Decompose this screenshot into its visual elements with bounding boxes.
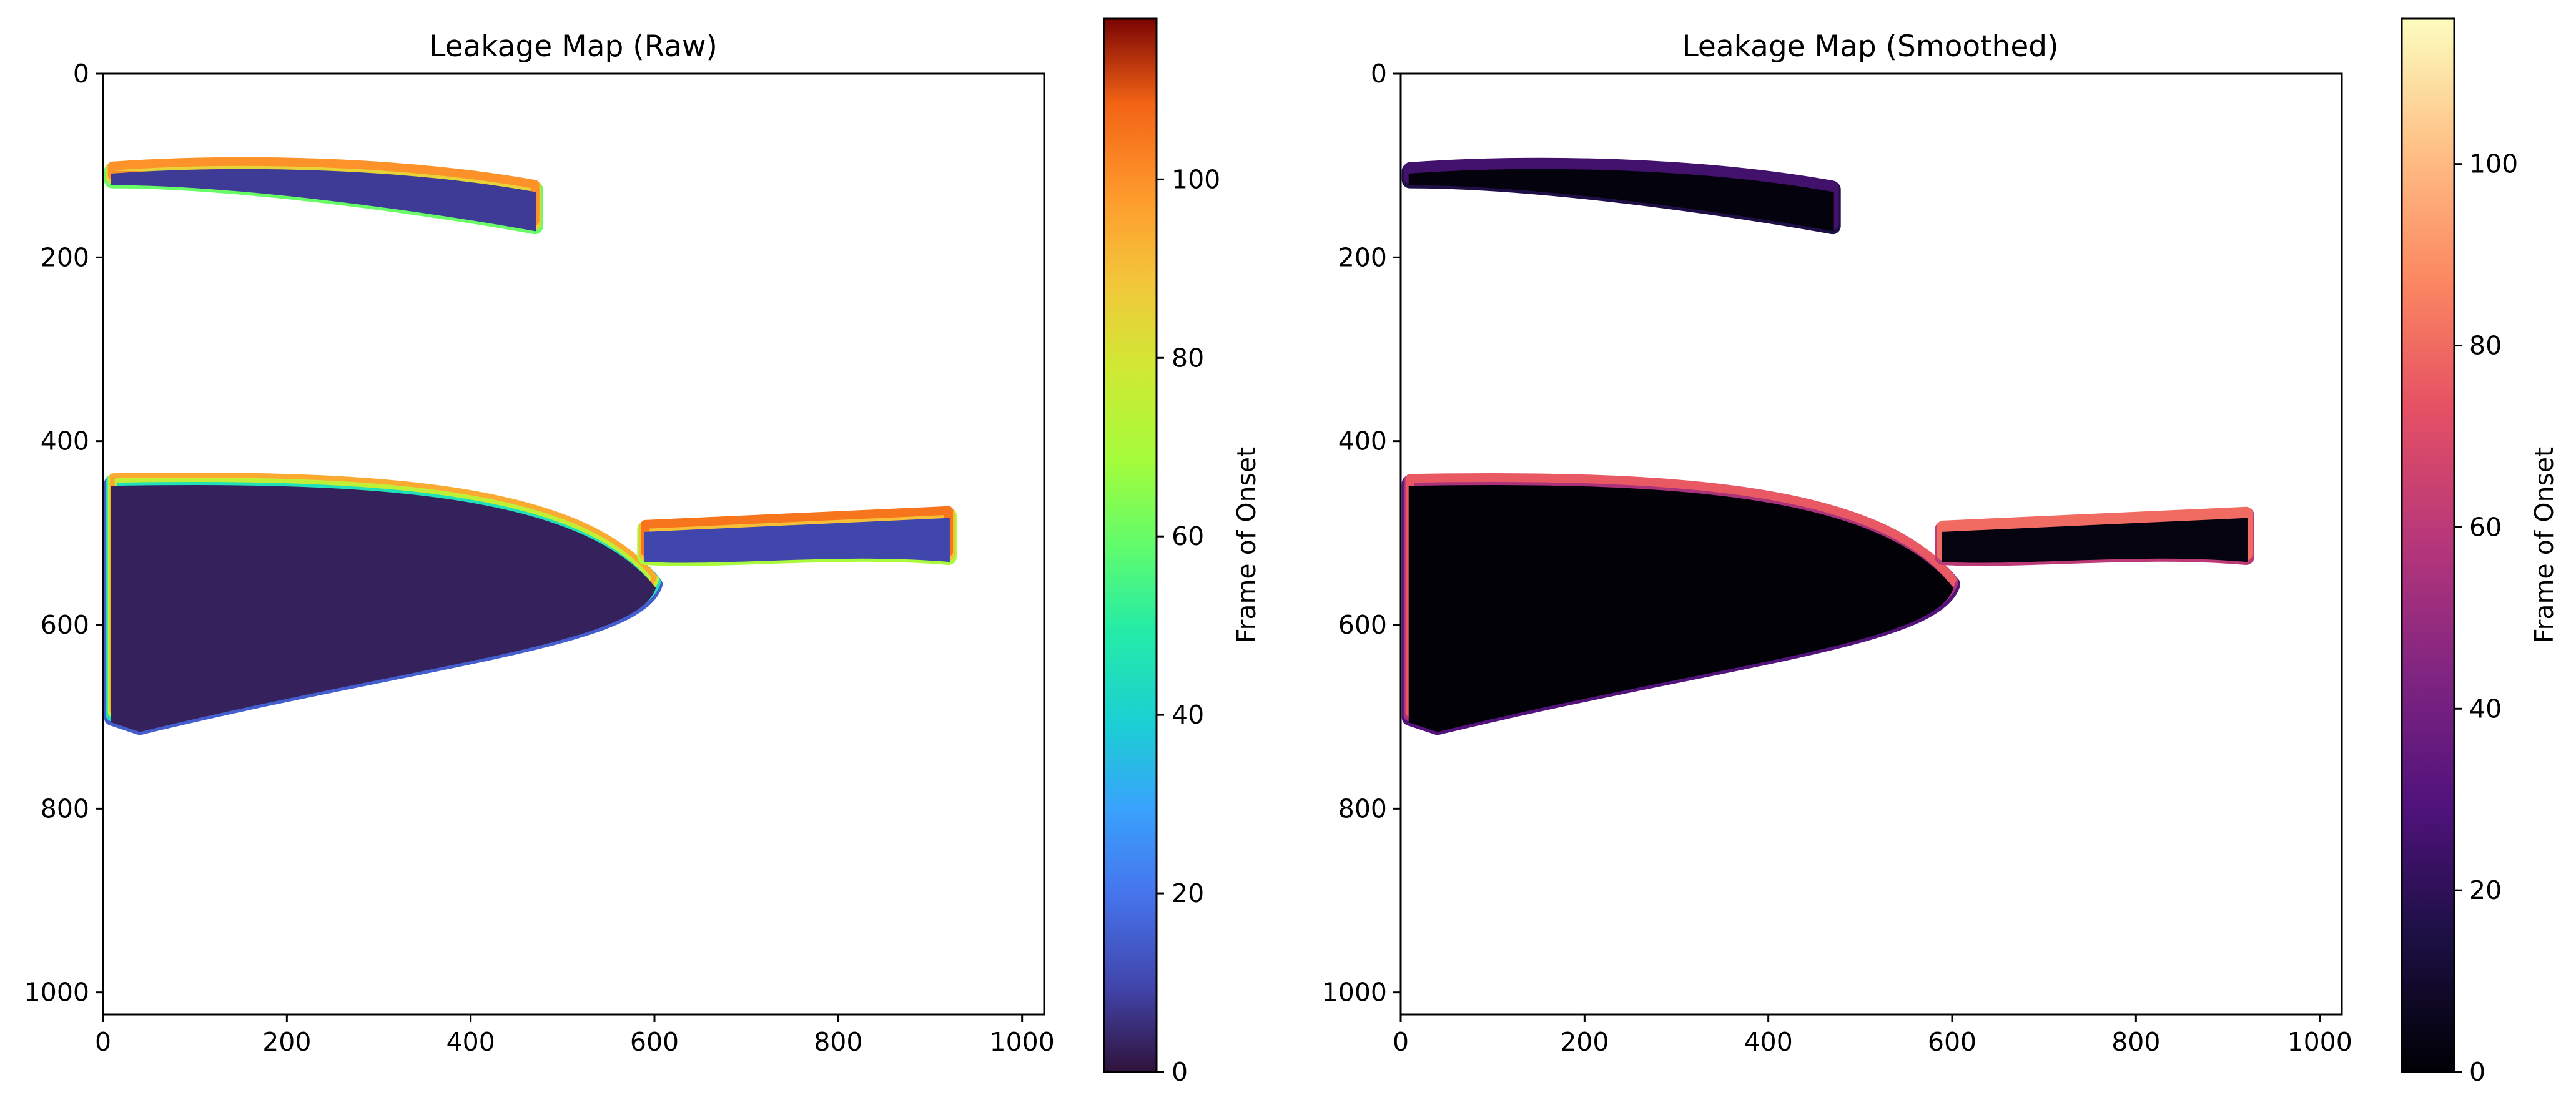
raw-y-tick-label: 1000: [24, 978, 89, 1008]
smoothed-x-tick-label: 0: [1393, 1027, 1409, 1057]
smoothed-map-panel: Leakage Map (Smoothed) 0 200 400 600 800 1000…: [1322, 17, 2559, 1087]
raw-x-tick-label: 800: [814, 1027, 862, 1057]
raw-map-image: [104, 157, 957, 735]
raw-tail-streak-body: [644, 518, 950, 563]
raw-x-tick-label: 600: [630, 1027, 679, 1057]
raw-colorbar-tick-label: 20: [1172, 878, 1204, 908]
raw-main-plume-body: [111, 485, 656, 732]
raw-colorbar-label: Frame of Onset: [1231, 447, 1261, 643]
smoothed-colorbar-label: Frame of Onset: [2529, 447, 2559, 643]
raw-colorbar-tick-label: 100: [1172, 164, 1220, 194]
raw-map-panel: Leakage Map (Raw) 0 200 400 600 800 1000 0200…: [24, 17, 1261, 1087]
smoothed-colorbar-tick-label: 60: [2469, 512, 2502, 542]
raw-map-title: Leakage Map (Raw): [429, 29, 718, 64]
raw-upper-streak-body: [111, 169, 536, 232]
smoothed-y-tick-label: 0: [1371, 59, 1387, 89]
raw-x-tick-label: 0: [95, 1027, 111, 1057]
smoothed-x-tick-label: 400: [1744, 1027, 1793, 1057]
smoothed-map-title: Leakage Map (Smoothed): [1682, 29, 2059, 64]
smoothed-map-y-ticks: 0 200 400 600 800 1000: [1322, 59, 1401, 1008]
smoothed-y-tick-label: 800: [1338, 793, 1387, 823]
raw-region-tail-streak: [637, 506, 957, 566]
smoothed-upper-streak-body: [1408, 169, 1834, 232]
raw-colorbar-tick-label: 80: [1172, 343, 1204, 373]
smoothed-y-tick-label: 600: [1338, 610, 1387, 640]
raw-colorbar-ticks: 0 20 40 60 80 100: [1157, 164, 1220, 1087]
smoothed-map-x-ticks: 0 200 400 600 800 1000: [1393, 1014, 2352, 1057]
smoothed-colorbar-tick-label: 0: [2469, 1057, 2485, 1087]
raw-map-y-ticks: 0 200 400 600 800 1000: [24, 59, 103, 1008]
raw-colorbar-tick-label: 40: [1172, 700, 1204, 730]
raw-colorbar-tick-label: 60: [1172, 521, 1204, 551]
raw-map-x-ticks: 0 200 400 600 800 1000: [95, 1014, 1055, 1057]
smoothed-x-tick-label: 600: [1928, 1027, 1976, 1057]
smoothed-region-upper-streak: [1401, 157, 1841, 235]
raw-colorbar-tick-label: 0: [1172, 1057, 1188, 1087]
smoothed-x-tick-label: 1000: [2287, 1027, 2352, 1057]
raw-y-tick-label: 800: [41, 793, 89, 823]
smoothed-colorbar: [2401, 17, 2455, 1073]
raw-x-tick-label: 1000: [990, 1027, 1055, 1057]
raw-x-tick-label: 400: [447, 1027, 495, 1057]
smoothed-x-tick-label: 200: [1560, 1027, 1609, 1057]
raw-y-tick-label: 200: [41, 242, 89, 272]
raw-map-frame: [102, 72, 1045, 1016]
raw-region-upper-streak: [104, 157, 543, 235]
raw-y-tick-label: 400: [41, 426, 89, 456]
smoothed-colorbar-tick-label: 20: [2469, 875, 2502, 905]
raw-colorbar: [1103, 17, 1158, 1073]
smoothed-colorbar-ticks: 0 20 40 60 80 100: [2454, 149, 2518, 1087]
raw-y-tick-label: 0: [73, 59, 89, 89]
smoothed-colorbar-tick-label: 100: [2469, 149, 2518, 179]
smoothed-y-tick-label: 400: [1338, 426, 1387, 456]
smoothed-x-tick-label: 800: [2111, 1027, 2160, 1057]
smoothed-tail-streak-body: [1942, 518, 2248, 563]
raw-region-main-plume: [104, 473, 663, 735]
smoothed-main-plume-body: [1408, 485, 1954, 732]
smoothed-colorbar-tick-label: 80: [2469, 331, 2502, 361]
smoothed-region-tail-streak: [1935, 506, 2254, 566]
raw-x-tick-label: 200: [262, 1027, 311, 1057]
raw-y-tick-label: 600: [41, 610, 89, 640]
smoothed-region-main-plume: [1401, 473, 1961, 735]
smoothed-colorbar-tick-label: 40: [2469, 694, 2502, 724]
smoothed-map-image: [1401, 157, 2254, 735]
smoothed-y-tick-label: 200: [1338, 242, 1387, 272]
smoothed-map-frame: [1399, 72, 2343, 1016]
smoothed-y-tick-label: 1000: [1322, 978, 1387, 1008]
